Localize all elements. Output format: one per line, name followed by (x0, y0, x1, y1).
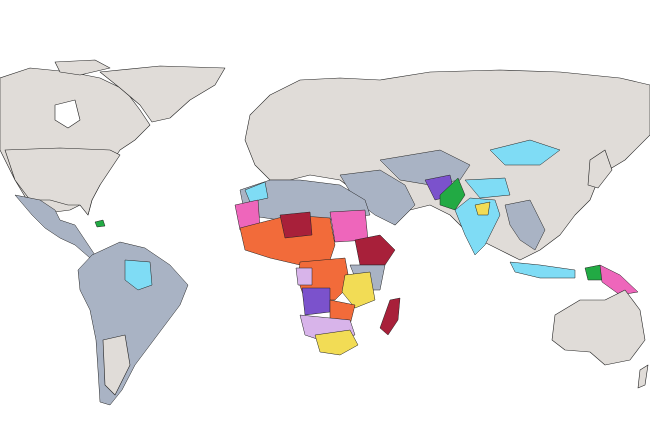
sudan (329, 209, 369, 243)
haiti (94, 219, 106, 228)
png-west (584, 264, 603, 281)
australia (551, 289, 646, 366)
sa-gray (102, 334, 131, 396)
tibet (464, 177, 511, 199)
sa-highlight (124, 259, 153, 291)
southeast-asia (504, 199, 546, 251)
papua-new-guinea (599, 264, 639, 296)
new-zealand (637, 364, 649, 389)
japan (587, 149, 613, 189)
angola (301, 287, 331, 316)
mongolia (489, 139, 561, 166)
morocco (244, 181, 269, 203)
nepal-bihar (474, 201, 491, 216)
ethiopia (354, 234, 396, 266)
gabon (295, 267, 313, 286)
west-africa (279, 211, 313, 239)
india (454, 197, 501, 256)
south-africa (314, 329, 359, 356)
indonesia (509, 261, 576, 279)
greenland (99, 65, 226, 123)
hudson-bay (54, 99, 81, 129)
arctic-islands (54, 59, 111, 76)
pakistan (439, 177, 466, 211)
madagascar (379, 297, 401, 336)
tanzania (341, 271, 376, 309)
north-africa (239, 179, 371, 221)
